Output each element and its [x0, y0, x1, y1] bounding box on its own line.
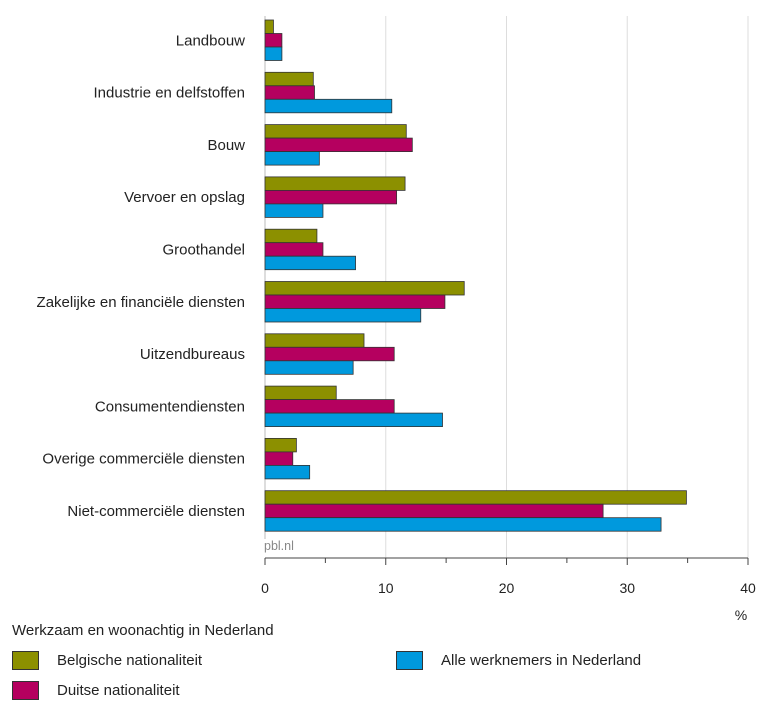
- category-label: Uitzendbureaus: [140, 346, 245, 363]
- bar: [264, 228, 318, 244]
- legend-swatch-belgische: [12, 651, 39, 670]
- category-label: Niet-commerciële diensten: [67, 503, 245, 520]
- bar: [264, 399, 395, 414]
- category-label: Bouw: [207, 137, 245, 154]
- source-label: pbl.nl: [264, 539, 294, 553]
- bar: [264, 346, 395, 362]
- bar: [264, 255, 356, 271]
- tick-label: 10: [378, 580, 394, 596]
- category-label: Industrie en delfstoffen: [94, 85, 246, 102]
- legend-label-belgische: Belgische nationaliteit: [57, 652, 203, 669]
- legend-item-duitse: Duitse nationaliteit: [12, 681, 396, 700]
- category-label: Landbouw: [176, 32, 245, 49]
- tick-label: 30: [619, 580, 635, 596]
- bar: [264, 281, 465, 296]
- bar: [264, 19, 274, 34]
- legend-items: Belgische nationaliteit Alle werknemers …: [12, 651, 752, 700]
- bar: [264, 85, 315, 100]
- category-label: Consumentendiensten: [95, 398, 245, 415]
- bar: [264, 294, 446, 309]
- tick-label: 40: [740, 580, 756, 596]
- category-label: Overige commerciële diensten: [42, 451, 245, 468]
- tick-label: 20: [499, 580, 515, 596]
- bar: [264, 333, 365, 348]
- legend: Werkzaam en woonachtig in Nederland Belg…: [12, 622, 752, 700]
- legend-swatch-alle-werknemers: [396, 651, 423, 670]
- bar: [264, 464, 311, 480]
- category-labels: Landbouw Industrie en delfstoffen Bouw Verv…: [37, 32, 246, 520]
- bar: [264, 385, 337, 401]
- category-label: Vervoer en opslag: [124, 189, 245, 206]
- x-axis-ticks: 0 10 20 30 40: [261, 558, 756, 596]
- bar: [264, 360, 354, 375]
- bar: [264, 412, 443, 428]
- legend-label-duitse: Duitse nationaliteit: [57, 682, 180, 699]
- bar: [264, 98, 393, 114]
- bar: [264, 517, 662, 532]
- category-label: Groothandel: [162, 241, 245, 258]
- bar: [264, 203, 324, 218]
- bar-chart: Landbouw Industrie en delfstoffen Bouw Verv…: [37, 16, 756, 620]
- bar: [264, 33, 283, 48]
- legend-label-alle-werknemers: Alle werknemers in Nederland: [441, 652, 642, 669]
- bar: [264, 242, 324, 257]
- legend-swatch-duitse: [12, 681, 39, 700]
- bar: [264, 176, 406, 191]
- bar: [264, 137, 413, 153]
- bar: [264, 308, 422, 323]
- bar: [264, 46, 283, 61]
- x-axis-unit-label: %: [735, 607, 747, 620]
- bar: [264, 189, 398, 205]
- legend-title: Werkzaam en woonachtig in Nederland: [12, 622, 274, 639]
- tick-label: 0: [261, 580, 269, 596]
- bar: [264, 503, 604, 519]
- legend-item-belgische: Belgische nationaliteit: [12, 651, 396, 670]
- category-label: Zakelijke en financiële diensten: [37, 294, 245, 311]
- bar: [264, 124, 407, 139]
- legend-item-alle-werknemers: Alle werknemers in Nederland: [396, 651, 736, 670]
- bar: [264, 437, 297, 453]
- bar: [264, 490, 687, 505]
- bar: [264, 451, 294, 466]
- bar: [264, 71, 314, 87]
- bar: [264, 151, 320, 166]
- bars: [264, 19, 687, 532]
